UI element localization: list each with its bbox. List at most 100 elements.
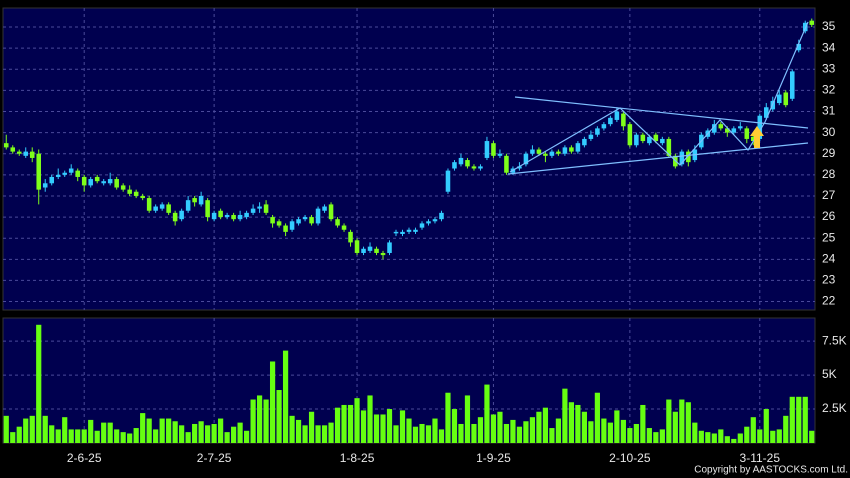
volume-bar bbox=[23, 418, 29, 443]
volume-bar bbox=[633, 423, 639, 443]
candle-body bbox=[575, 143, 581, 152]
volume-bar bbox=[347, 404, 354, 443]
volume-bar bbox=[373, 414, 380, 443]
candle-body bbox=[289, 221, 295, 230]
candle-body bbox=[588, 134, 594, 139]
candle-body bbox=[725, 128, 730, 133]
volume-bar bbox=[451, 409, 458, 443]
candle-body bbox=[523, 153, 529, 165]
volume-bar bbox=[562, 388, 568, 443]
y-tick-label: 31 bbox=[822, 104, 836, 118]
candle-body bbox=[712, 124, 717, 133]
volume-bar bbox=[789, 396, 795, 443]
candle-body bbox=[146, 198, 152, 211]
volume-bar bbox=[94, 430, 100, 443]
candle-body bbox=[120, 185, 126, 190]
volume-bar bbox=[289, 415, 295, 443]
candle-body bbox=[653, 134, 659, 142]
y-tick-label: 28 bbox=[822, 167, 836, 181]
volume-bar bbox=[399, 410, 406, 443]
candle-body bbox=[776, 94, 782, 104]
volume-bar bbox=[659, 429, 665, 443]
candle-body bbox=[114, 179, 119, 188]
candle-body bbox=[231, 214, 236, 220]
candle-body bbox=[783, 92, 789, 106]
candle-body bbox=[426, 221, 431, 224]
plot-layer: 22 23 24 25 26 27 28 29 30 31 32 33 34 35 2.5K 5K 7.5K 2-… bbox=[3, 8, 847, 465]
volume-bar bbox=[68, 429, 74, 443]
candle-body bbox=[42, 183, 48, 188]
volume-bar bbox=[3, 415, 9, 443]
candle-body bbox=[237, 214, 243, 220]
volume-bar bbox=[640, 404, 646, 443]
y-tick-label: 26 bbox=[822, 209, 836, 223]
candle-body bbox=[270, 217, 275, 224]
candle-body bbox=[484, 141, 490, 158]
volume-bar bbox=[718, 429, 724, 443]
candle-body bbox=[127, 189, 132, 194]
candle-body bbox=[458, 157, 464, 165]
candle-body bbox=[549, 151, 555, 156]
volume-bar bbox=[536, 411, 542, 443]
candle-body bbox=[465, 160, 470, 167]
x-tick-label: 2-10-25 bbox=[609, 451, 651, 465]
candle-body bbox=[406, 229, 412, 232]
candle-body bbox=[491, 143, 496, 156]
volume-bar bbox=[159, 418, 165, 443]
volume-bar bbox=[36, 324, 42, 443]
volume-bar bbox=[555, 418, 562, 443]
volume-bar bbox=[783, 415, 789, 443]
volume-bar bbox=[542, 407, 549, 443]
y-tick-label: 29 bbox=[822, 146, 836, 160]
volume-bar bbox=[172, 421, 178, 443]
volume-bar bbox=[256, 395, 263, 443]
volume-bar bbox=[796, 396, 802, 443]
candle-body bbox=[445, 170, 451, 192]
volume-bar bbox=[581, 411, 587, 443]
x-tick-label: 1-8-25 bbox=[340, 451, 375, 465]
volume-bar bbox=[646, 428, 652, 443]
volume-bar bbox=[510, 419, 516, 443]
candle-body bbox=[159, 204, 165, 209]
x-tick-label: 2-6-25 bbox=[67, 451, 102, 465]
volume-bar bbox=[231, 426, 237, 443]
volume-bar bbox=[328, 422, 334, 443]
candle-body bbox=[218, 210, 223, 218]
candle-body bbox=[309, 217, 314, 224]
candle-body bbox=[88, 179, 93, 186]
candle-body bbox=[614, 111, 620, 120]
volume-bar bbox=[490, 414, 497, 443]
candle-body bbox=[536, 149, 542, 154]
candle-body bbox=[49, 176, 54, 184]
candle-body bbox=[101, 181, 106, 184]
volume-bar bbox=[406, 418, 412, 443]
candle-body bbox=[621, 113, 626, 127]
candle-body bbox=[166, 204, 171, 213]
volume-bar bbox=[133, 428, 139, 443]
y-tick-label: 5K bbox=[822, 367, 837, 381]
candle-body bbox=[582, 138, 587, 146]
trendline-upper bbox=[514, 96, 809, 129]
candle-body bbox=[36, 153, 42, 190]
candle-body bbox=[341, 225, 347, 230]
volume-bar bbox=[153, 429, 159, 443]
volume-bar bbox=[282, 350, 289, 443]
candle-body bbox=[283, 225, 288, 232]
volume-bar bbox=[211, 423, 217, 443]
volume-bar bbox=[185, 432, 191, 443]
volume-bar bbox=[594, 392, 600, 443]
volume-bar bbox=[484, 384, 490, 443]
volume-bar bbox=[75, 429, 81, 443]
volume-bar bbox=[477, 417, 484, 443]
volume-bar bbox=[218, 418, 224, 443]
candle-body bbox=[660, 138, 665, 144]
candle-body bbox=[296, 219, 301, 224]
y-tick-label: 33 bbox=[822, 61, 836, 75]
candle-body bbox=[140, 195, 145, 199]
candle-body bbox=[569, 147, 574, 152]
candle-body bbox=[686, 151, 691, 163]
volume-bar bbox=[354, 398, 360, 443]
volume-bar bbox=[107, 422, 113, 443]
volume-bar bbox=[276, 390, 282, 443]
candle-body bbox=[62, 172, 67, 175]
